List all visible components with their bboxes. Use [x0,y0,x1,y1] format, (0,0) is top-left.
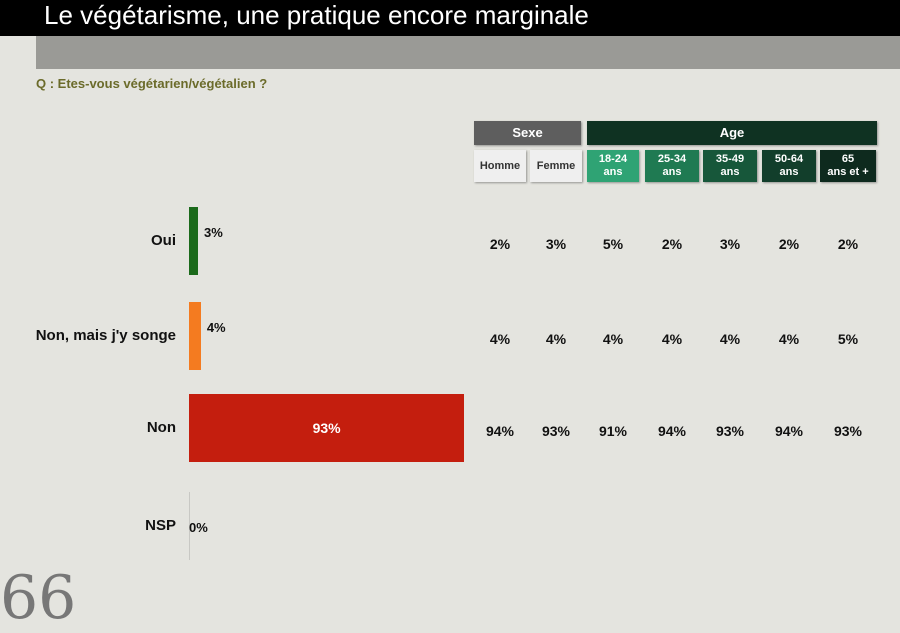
bar [189,394,465,462]
quote-mark: 66 [0,563,77,633]
category-label: Non, mais j'y songe [35,327,176,344]
table-cell: 3% [719,236,741,252]
page-title: Le végétarisme, une pratique encore marg… [44,0,589,30]
table-cell: 5% [602,236,624,252]
table-cell: 4% [545,331,567,347]
bar [189,207,198,275]
table-cell: 94% [657,423,687,439]
bar-value-label: 93% [312,420,341,436]
bar-value-label: 3% [204,225,223,240]
header-group-sexe: Sexe [474,121,581,145]
table-cell: 4% [602,331,624,347]
title-bar: Le végétarisme, une pratique encore marg… [0,0,900,36]
column-header: 18-24 ans [587,150,639,182]
table-cell: 4% [719,331,741,347]
table-cell: 4% [489,331,511,347]
category-label: Oui [151,232,176,249]
table-cell: 4% [778,331,800,347]
column-header: Homme [474,150,526,182]
table-cell: 4% [661,331,683,347]
column-header: 25-34 ans [645,150,699,182]
bar-value-label: 4% [206,320,226,335]
table-cell: 94% [485,423,515,439]
question-text: Q : Etes-vous végétarien/végétalien ? [36,76,268,91]
title-underbar [36,36,900,69]
column-header: Femme [530,150,582,182]
table-cell: 2% [778,236,800,252]
table-cell: 93% [715,423,745,439]
table-cell: 2% [837,236,859,252]
bar-value-label: 0% [189,520,208,535]
category-label: NSP [145,517,176,534]
table-cell: 91% [598,423,628,439]
bar [189,492,190,560]
column-header: 50-64 ans [762,150,816,182]
header-group-age: Age [587,121,877,145]
table-cell: 2% [489,236,511,252]
category-label: Non [146,419,176,436]
table-cell: 3% [545,236,567,252]
table-cell: 94% [774,423,804,439]
table-cell: 5% [837,331,859,347]
table-cell: 93% [541,423,571,439]
column-header: 65 ans et + [820,150,876,182]
bar [189,302,201,370]
table-cell: 2% [661,236,683,252]
table-cell: 93% [833,423,863,439]
column-header: 35-49 ans [703,150,757,182]
